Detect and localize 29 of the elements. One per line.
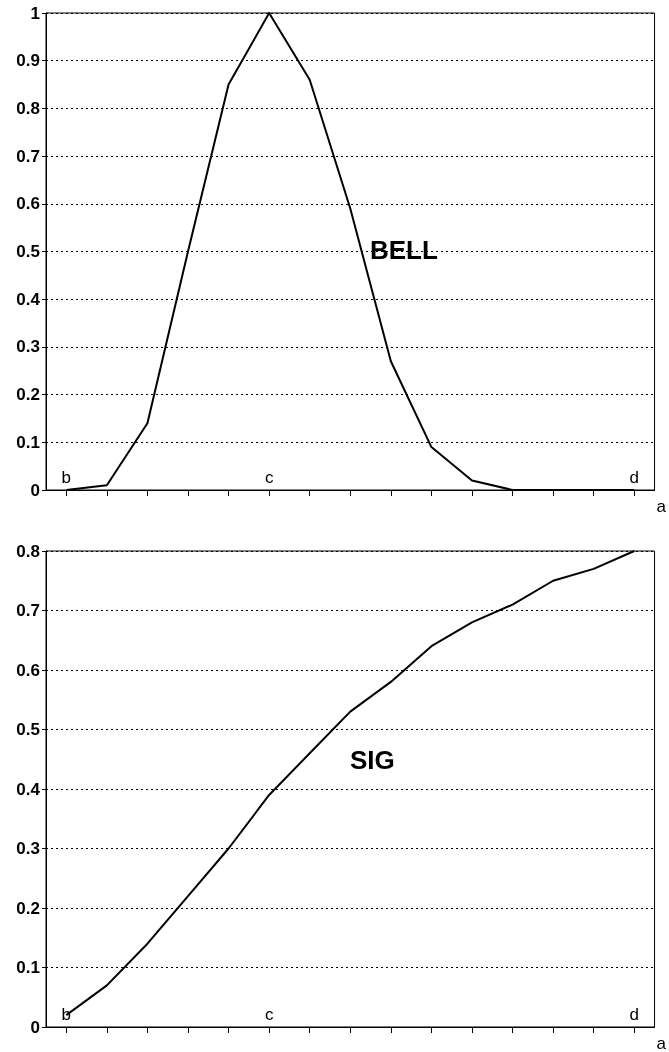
- y-tick-label: 0.4: [16, 289, 41, 309]
- y-tick-label: 0.8: [16, 541, 40, 561]
- y-tick-label: 0: [30, 1017, 40, 1037]
- x-tick-label: c: [264, 1005, 274, 1024]
- y-tick-label: 0.3: [16, 839, 40, 858]
- y-tick-label: 0.9: [16, 51, 40, 71]
- y-tick-label: 0.7: [16, 146, 40, 166]
- y-tick-label: 0.2: [16, 898, 40, 918]
- y-tick-label: 0.2: [16, 385, 40, 405]
- x-axis-title: a: [656, 1034, 667, 1052]
- x-tick-label: c: [264, 468, 274, 487]
- y-tick-label: 0: [30, 480, 40, 500]
- annotation: SIG: [350, 745, 395, 775]
- x-axis-title: a: [656, 497, 667, 516]
- y-tick-label: 0.5: [16, 242, 40, 261]
- y-tick-label: 0.5: [16, 720, 40, 739]
- y-tick-label: 0.1: [16, 432, 40, 452]
- y-tick-label: 1: [30, 3, 40, 23]
- x-tick-label: d: [629, 468, 639, 487]
- y-tick-label: 0.8: [16, 98, 40, 118]
- y-tick-label: 0.7: [16, 601, 40, 620]
- x-tick-label: b: [61, 468, 72, 487]
- annotation: BELL: [370, 235, 438, 265]
- y-tick-label: 0.3: [16, 337, 40, 357]
- y-tick-label: 0.1: [16, 958, 40, 977]
- x-tick-label: d: [629, 1005, 639, 1024]
- y-tick-label: 0.4: [16, 779, 41, 799]
- y-tick-label: 0.6: [16, 194, 40, 214]
- y-tick-label: 0.6: [16, 660, 40, 680]
